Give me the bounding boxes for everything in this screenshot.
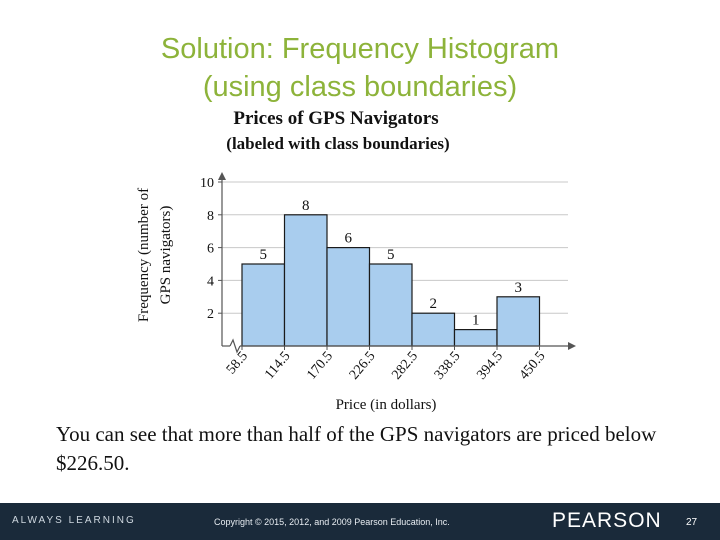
histogram-chart: Prices of GPS Navigators (labeled with c… [136, 108, 576, 413]
x-axis-break-mark [229, 338, 241, 354]
x-tick-label: 394.5 [474, 349, 506, 383]
y-tick-label: 2 [207, 307, 214, 322]
footer-tagline: ALWAYS LEARNING [12, 515, 136, 526]
bar-6 [453, 329, 498, 347]
x-axis-arrow [568, 342, 576, 350]
bar-value-label: 5 [387, 247, 395, 263]
y-axis-label-line-1: Frequency (number of [136, 188, 152, 322]
bar-2 [283, 214, 328, 347]
x-tick-label: 450.5 [517, 349, 549, 383]
page-number: 27 [686, 517, 698, 528]
x-tick-label: 114.5 [262, 349, 293, 382]
bar-4 [368, 263, 413, 347]
bar-value-label: 6 [345, 231, 353, 247]
y-tick-label: 6 [207, 242, 214, 257]
bar-5 [411, 312, 456, 347]
bar-3 [326, 247, 371, 347]
footer-bar: ALWAYS LEARNING Copyright © 2015, 2012, … [0, 503, 720, 540]
chart-title-line-2: (labeled with class boundaries) [226, 134, 449, 153]
bars: 5 8 6 5 2 1 3 [241, 198, 541, 347]
bar-value-label: 8 [302, 198, 310, 214]
x-tick-label: 338.5 [432, 349, 464, 383]
bar-7 [496, 296, 541, 347]
y-tick-label: 8 [207, 209, 214, 224]
bar-value-label: 3 [515, 280, 523, 296]
bar-value-label: 5 [260, 247, 268, 263]
slide-title: Solution: Frequency Histogram (using cla… [0, 30, 720, 106]
bar-value-label: 1 [472, 313, 480, 329]
y-axis-label-line-2: GPS navigators) [158, 206, 174, 305]
x-tick-label: 282.5 [389, 349, 421, 383]
x-axis-label: Price (in dollars) [336, 397, 437, 413]
bar-value-label: 2 [430, 296, 438, 312]
x-tick-label: 58.5 [224, 349, 251, 377]
x-tick-label: 170.5 [304, 349, 336, 383]
x-tick-label: 226.5 [347, 349, 379, 383]
y-axis-arrow [218, 172, 226, 180]
footer-copyright: Copyright © 2015, 2012, and 2009 Pearson… [214, 517, 450, 527]
chart-title-line-1: Prices of GPS Navigators [233, 108, 438, 129]
body-text: You can see that more than half of the G… [56, 422, 657, 475]
bar-1 [241, 263, 286, 347]
footer-brand-logo: PEARSON [552, 509, 662, 532]
y-tick-label: 10 [200, 176, 214, 191]
y-tick-label: 4 [207, 274, 214, 289]
slide-title-line-2: (using class boundaries) [202, 71, 518, 103]
slide-title-line-1: Solution: Frequency Histogram [160, 33, 560, 65]
